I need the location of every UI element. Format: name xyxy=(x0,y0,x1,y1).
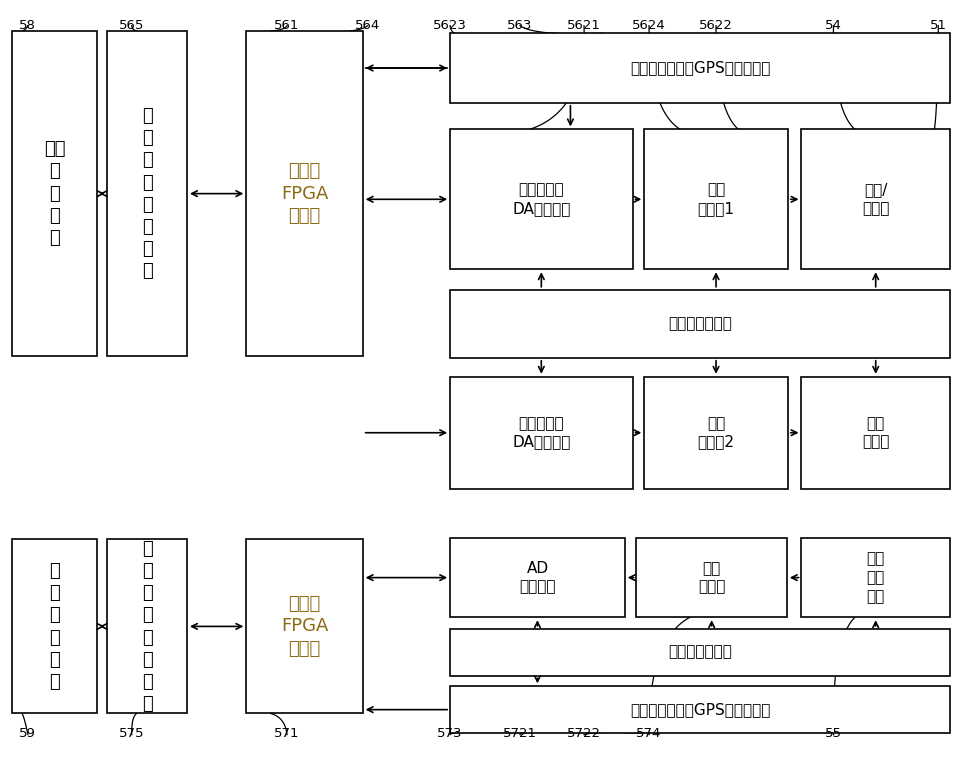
Bar xyxy=(108,540,187,713)
Text: 接
收
端
以
太
网
接
口: 接 收 端 以 太 网 接 口 xyxy=(142,540,153,713)
Text: 前置
放大器: 前置 放大器 xyxy=(698,561,725,594)
Text: 发射端传感器及GPS秒脉冲模块: 发射端传感器及GPS秒脉冲模块 xyxy=(630,61,770,76)
Bar xyxy=(450,33,950,103)
Text: 5622: 5622 xyxy=(699,19,733,32)
Text: 功率
放大器1: 功率 放大器1 xyxy=(698,183,735,216)
Text: 561: 561 xyxy=(274,19,299,32)
Text: 55: 55 xyxy=(825,727,842,740)
Text: 待测/
换能器: 待测/ 换能器 xyxy=(862,183,889,216)
Text: 定位
换能器: 定位 换能器 xyxy=(862,416,889,449)
Bar xyxy=(450,538,625,617)
Bar xyxy=(450,290,950,358)
Text: 565: 565 xyxy=(119,19,145,32)
Text: 5722: 5722 xyxy=(567,727,601,740)
Bar xyxy=(802,130,950,269)
Bar xyxy=(644,377,788,489)
Text: 59: 59 xyxy=(19,727,36,740)
Bar xyxy=(13,31,97,356)
Bar xyxy=(802,377,950,489)
Bar xyxy=(246,31,363,356)
Bar xyxy=(802,538,950,617)
Text: 5623: 5623 xyxy=(434,19,467,32)
Text: 5624: 5624 xyxy=(632,19,666,32)
Bar xyxy=(450,130,633,269)
Text: 功率
放大器2: 功率 放大器2 xyxy=(698,416,735,449)
Text: 575: 575 xyxy=(119,727,145,740)
Text: 发射
端
工
作
站: 发射 端 工 作 站 xyxy=(44,140,65,247)
Text: 571: 571 xyxy=(274,727,299,740)
Bar xyxy=(644,130,788,269)
Text: 51: 51 xyxy=(930,19,947,32)
Bar xyxy=(246,540,363,713)
Text: 54: 54 xyxy=(825,19,842,32)
Text: 接
收
端
工
作
站: 接 收 端 工 作 站 xyxy=(50,562,60,691)
Text: 5721: 5721 xyxy=(503,727,537,740)
Text: 5621: 5621 xyxy=(567,19,601,32)
Text: 定位换能器
DA转换模块: 定位换能器 DA转换模块 xyxy=(512,416,571,449)
Bar xyxy=(108,31,187,356)
Text: 58: 58 xyxy=(19,19,36,32)
Bar xyxy=(450,377,633,489)
Text: 接收端传感器及GPS秒脉冲模块: 接收端传感器及GPS秒脉冲模块 xyxy=(630,702,770,717)
Text: 三维
立体
阵列: 三维 立体 阵列 xyxy=(867,552,885,603)
Text: 574: 574 xyxy=(637,727,662,740)
Text: 563: 563 xyxy=(507,19,533,32)
Bar xyxy=(13,540,97,713)
Text: 待测换能器
DA转换模块: 待测换能器 DA转换模块 xyxy=(512,183,571,216)
Bar xyxy=(450,628,950,675)
Bar xyxy=(450,686,950,733)
Bar xyxy=(637,538,787,617)
Text: 发射端电源模块: 发射端电源模块 xyxy=(668,316,732,331)
Text: 接收端
FPGA
主控板: 接收端 FPGA 主控板 xyxy=(281,595,329,658)
Text: 573: 573 xyxy=(437,727,463,740)
Text: 发
射
端
以
太
网
接
口: 发 射 端 以 太 网 接 口 xyxy=(142,107,153,280)
Text: 564: 564 xyxy=(355,19,380,32)
Text: 发射端
FPGA
主控板: 发射端 FPGA 主控板 xyxy=(281,162,329,225)
Text: AD
转换模块: AD 转换模块 xyxy=(519,561,556,594)
Text: 接收端电源模块: 接收端电源模块 xyxy=(668,644,732,659)
